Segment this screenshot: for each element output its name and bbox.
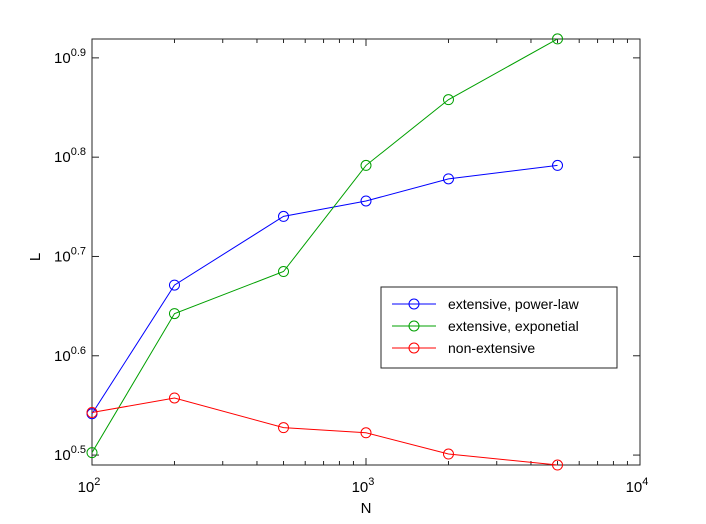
- legend: extensive, power-law extensive, exponetia…: [380, 286, 618, 369]
- legend-label: non-extensive: [448, 340, 535, 356]
- series-line: [91, 397, 558, 466]
- data-point: [168, 308, 180, 320]
- data-point: [442, 94, 454, 106]
- x-axis-label: N: [361, 500, 372, 517]
- series-line: [91, 164, 558, 415]
- data-point: [86, 447, 98, 459]
- data-point: [360, 159, 372, 171]
- data-point: [360, 427, 372, 439]
- data-point: [168, 392, 180, 404]
- data-point: [278, 266, 290, 278]
- data-point: [168, 279, 180, 291]
- x-tick-label: 103: [352, 476, 375, 496]
- y-axis-label: L: [27, 253, 44, 261]
- y-tick-label: 100.6: [54, 345, 86, 365]
- data-point: [360, 195, 372, 207]
- data-point: [278, 210, 290, 222]
- legend-label: extensive, power-law: [448, 296, 580, 312]
- plot-area: [91, 38, 641, 466]
- y-tick-label: 100.7: [54, 245, 86, 265]
- legend-box: [380, 286, 618, 369]
- x-tick-label: 104: [626, 476, 649, 496]
- data-point: [278, 422, 290, 434]
- x-tick-label: 102: [78, 476, 101, 496]
- data-point: [552, 459, 564, 471]
- data-point: [86, 407, 98, 419]
- y-tick-label: 100.5: [54, 444, 86, 464]
- legend-label: extensive, exponetial: [448, 318, 579, 334]
- data-point: [442, 448, 454, 460]
- data-point: [442, 173, 454, 185]
- y-tick-label: 100.8: [54, 146, 86, 166]
- legend-marker: [408, 342, 420, 354]
- data-point: [552, 33, 564, 45]
- legend-marker: [408, 320, 420, 332]
- legend-marker: [408, 298, 420, 310]
- series-line: [91, 38, 558, 453]
- y-tick-label: 100.9: [54, 47, 86, 67]
- data-point: [552, 159, 564, 171]
